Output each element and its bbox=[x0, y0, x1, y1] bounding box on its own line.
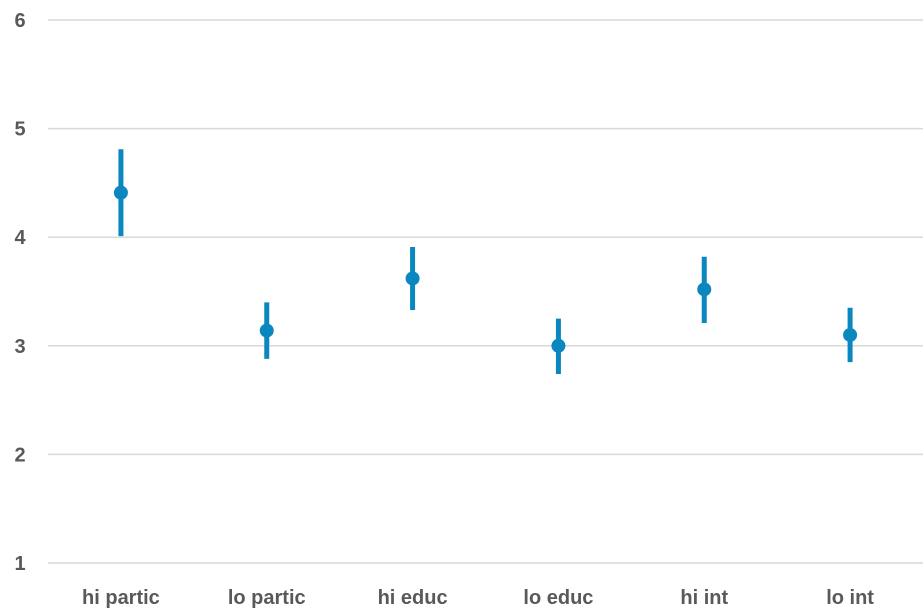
y-tick-label: 2 bbox=[14, 444, 25, 466]
data-point bbox=[843, 327, 858, 342]
data-point bbox=[697, 282, 712, 297]
x-tick-label: lo int bbox=[826, 587, 874, 609]
x-tick-label: lo partic bbox=[228, 587, 306, 609]
y-tick-label: 5 bbox=[14, 119, 25, 141]
gridlines bbox=[48, 19, 923, 564]
data-point bbox=[551, 338, 566, 353]
x-tick-label: hi partic bbox=[82, 587, 160, 609]
data-series bbox=[113, 149, 858, 375]
x-tick-label: hi int bbox=[680, 587, 728, 609]
y-tick-label: 1 bbox=[14, 553, 25, 575]
x-tick-label: hi educ bbox=[378, 587, 448, 609]
x-tick-label: lo educ bbox=[523, 587, 593, 609]
y-tick-label: 3 bbox=[14, 336, 25, 358]
data-point bbox=[113, 185, 128, 200]
y-axis-tick-labels: 1 2 3 4 5 6 bbox=[14, 10, 26, 575]
y-tick-label: 6 bbox=[14, 10, 25, 32]
data-point bbox=[259, 323, 274, 338]
x-axis-tick-labels: hi partic lo partic hi educ lo educ hi int lo… bbox=[82, 587, 874, 609]
y-tick-label: 4 bbox=[14, 227, 26, 249]
data-point bbox=[405, 271, 420, 286]
